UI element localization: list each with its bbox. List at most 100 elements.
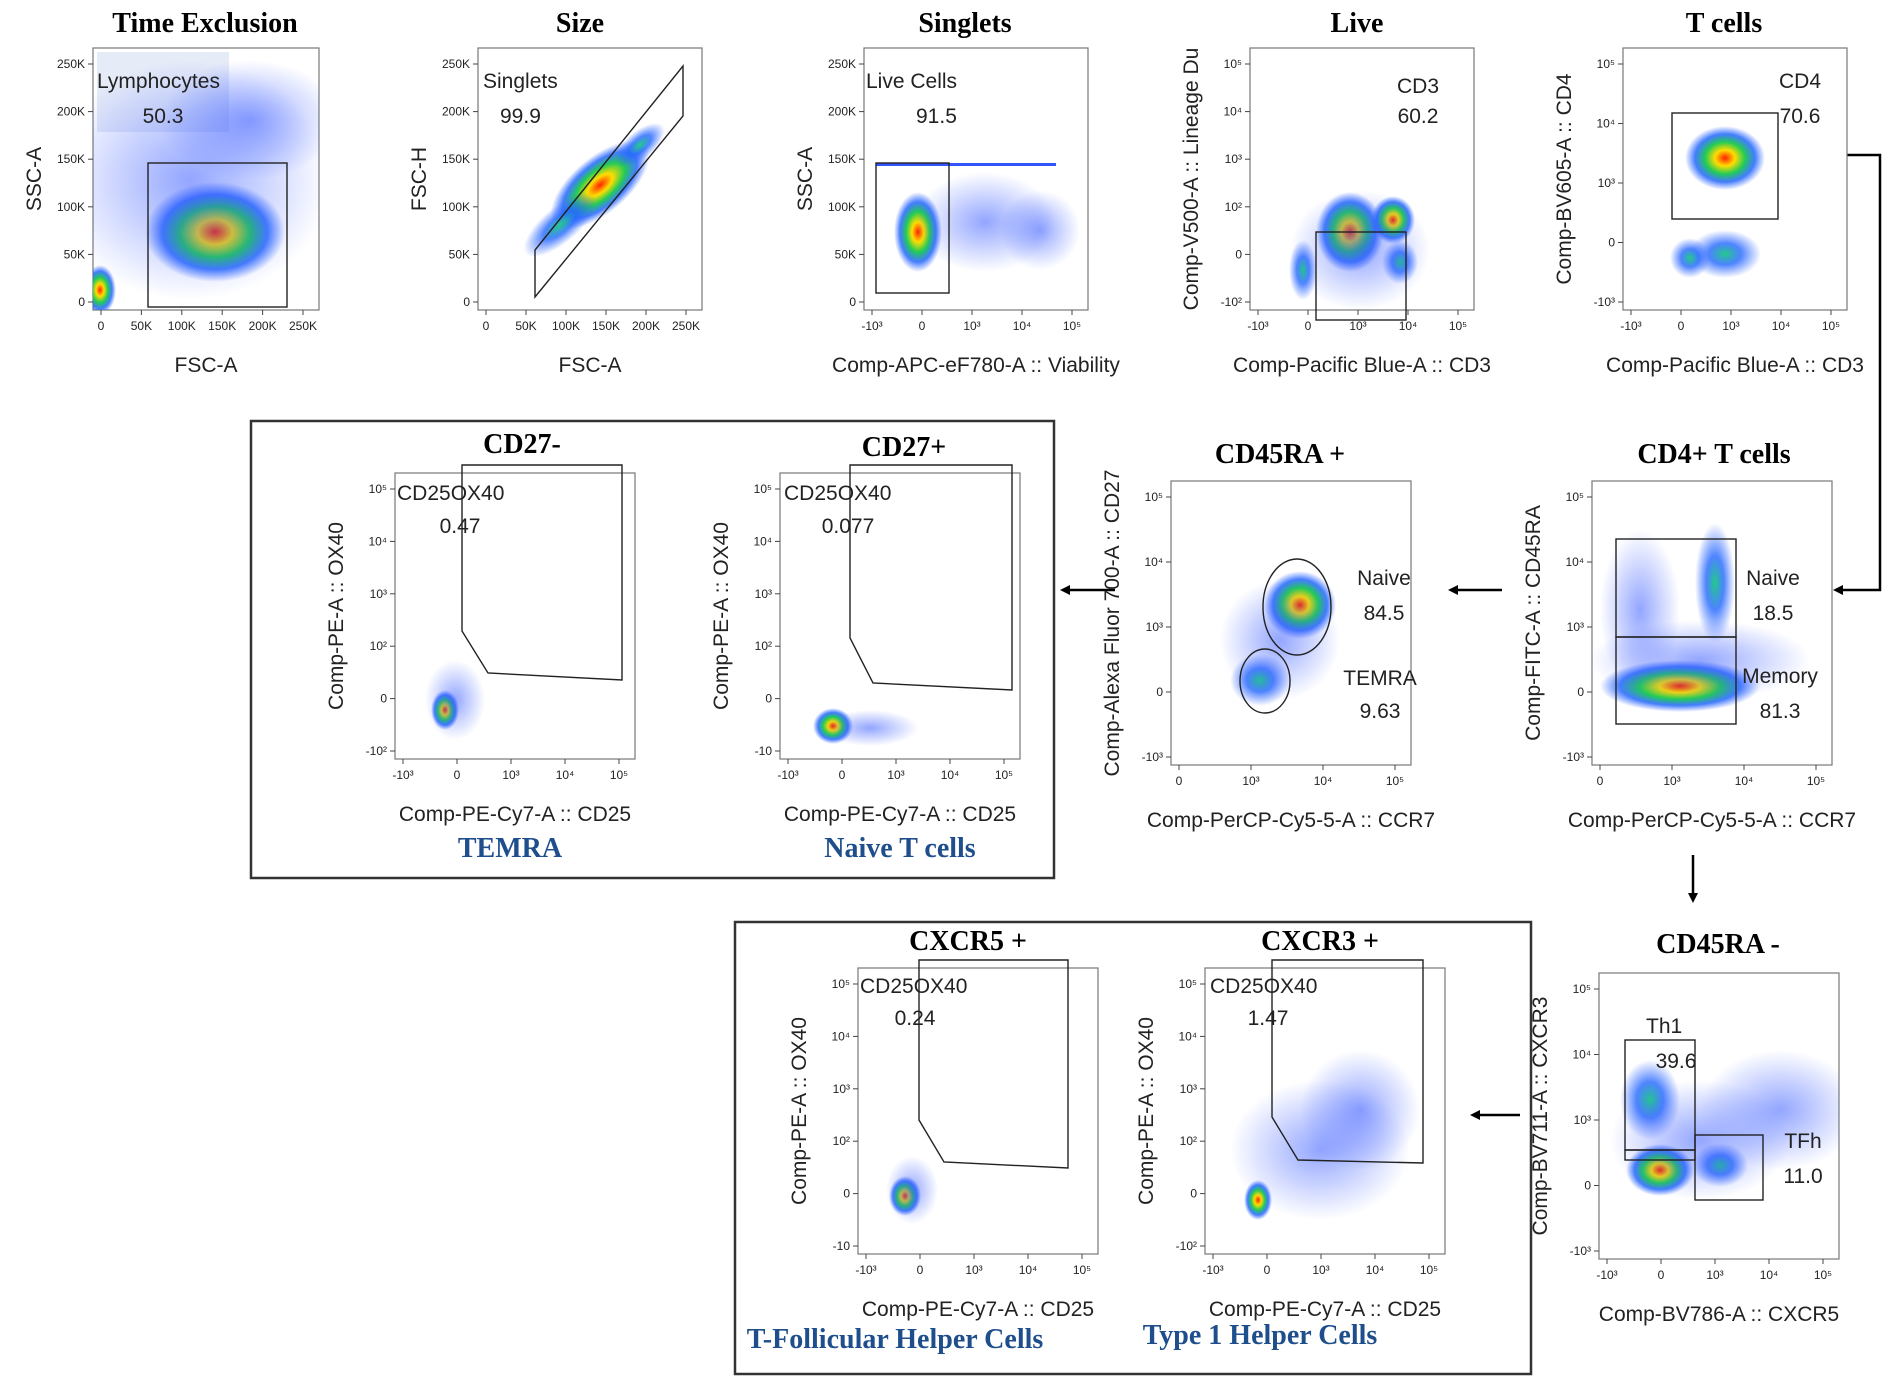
y-tick: 10⁴ [1178, 1029, 1197, 1043]
y-tick: 50K [835, 247, 856, 261]
x-tick: 10⁵ [1814, 1268, 1832, 1282]
gate-label: TFh [1784, 1130, 1821, 1153]
y-tick: 150K [828, 152, 856, 166]
x-tick: 10⁵ [1386, 774, 1404, 788]
panel-cd4-t-cells: CD4+ T cells Naive 18.5 Memory 81.3 0 10³ 10⁴ 10… [1522, 439, 1856, 832]
x-axis-label: Comp-PerCP-Cy5-5-A :: CCR7 [1147, 809, 1435, 832]
gate [461, 464, 623, 681]
x-axis-label: Comp-PE-Cy7-A :: CD25 [399, 803, 631, 826]
panel-title: Time Exclusion [112, 8, 298, 39]
x-axis-label: FSC-A [559, 354, 622, 377]
density-cloud [1230, 1050, 1420, 1220]
x-axis-label: Comp-PE-Cy7-A :: CD25 [1209, 1298, 1441, 1321]
x-tick: 10⁵ [1807, 774, 1825, 788]
y-tick: 10³ [370, 587, 387, 601]
y-axis-label: Comp-V500-A :: Lineage Du [1180, 48, 1203, 311]
x-tick: 10⁵ [1063, 319, 1081, 333]
y-tick: 50K [449, 247, 470, 261]
x-tick: -10³ [1620, 319, 1641, 333]
y-tick: -10³ [1570, 1244, 1591, 1258]
y-axis-label: Comp-BV605-A :: CD4 [1553, 73, 1576, 285]
panel-cd27-neg: CD27- CD25OX40 0.47 -10³ 0 10³ 10⁴ 10⁵ -10² 0 10² 1… [325, 429, 636, 826]
x-tick: 10³ [1706, 1268, 1723, 1282]
y-tick: 0 [1235, 247, 1242, 261]
gate-label: 39.6 [1656, 1050, 1697, 1073]
x-tick: 10³ [887, 768, 904, 782]
x-tick: 0 [919, 319, 926, 333]
gate-label: TEMRA [1343, 667, 1417, 690]
y-tick: 10³ [833, 1082, 850, 1096]
x-tick: -10³ [1202, 1263, 1223, 1277]
x-tick: 50K [131, 319, 152, 333]
density-cloud [813, 708, 918, 746]
y-tick: 50K [64, 247, 85, 261]
gate-label: Lymphocytes [97, 70, 220, 93]
y-tick: 10³ [1225, 152, 1242, 166]
gate-label: Th1 [1646, 1015, 1682, 1038]
y-tick: -10² [1221, 295, 1242, 309]
panel-size: Size Singlets 99.9 0 50K 100K 150K 200K 250K 0 50K… [408, 8, 703, 377]
x-tick: 10⁵ [610, 768, 628, 782]
x-tick: 0 [454, 768, 461, 782]
y-tick: 0 [1156, 685, 1163, 699]
gate [849, 464, 1013, 691]
y-tick: 100K [57, 200, 85, 214]
gate-label: 0.077 [822, 515, 875, 538]
y-tick: 0 [843, 1187, 850, 1201]
gate [918, 959, 1069, 1169]
gate-label: CD25OX40 [860, 975, 967, 998]
gate [534, 64, 684, 299]
panel-cd45ra-neg: CD45RA - Th1 39.6 TFh 11.0 -10³ 0 10³ 10⁴ 10⁵ -10³… [1529, 929, 1840, 1326]
cxcr-group-box [733, 920, 1533, 1376]
x-tick: 0 [1264, 1263, 1271, 1277]
y-tick: 0 [849, 295, 856, 309]
gate-label: 70.6 [1780, 105, 1821, 128]
x-tick: 10⁴ [556, 768, 575, 782]
y-tick: 10² [755, 639, 772, 653]
y-tick: 10⁴ [1144, 555, 1163, 569]
y-tick: 10⁴ [368, 534, 387, 548]
gate [1671, 112, 1779, 220]
gate-label: 11.0 [1783, 1165, 1822, 1188]
gate-label: 0.24 [895, 1007, 936, 1030]
x-tick: 10³ [502, 768, 519, 782]
panel-singlets: Singlets Live Cells 91.5 -10³ 0 10³ 10⁴ 10⁵ 0 50K… [794, 8, 1120, 377]
gate-label: CD25OX40 [1210, 975, 1317, 998]
x-tick: 10⁴ [1366, 1263, 1385, 1277]
caption-temra: TEMRA [458, 833, 563, 864]
x-tick: -10³ [777, 768, 798, 782]
panel-cxcr5-pos: CXCR5 + CD25OX40 0.24 -10³ 0 10³ 10⁴ 10⁵ -10 0 10²… [788, 926, 1099, 1321]
x-tick: 10³ [1349, 319, 1366, 333]
x-tick: 0 [839, 768, 846, 782]
gate-label: 91.5 [916, 105, 957, 128]
y-tick: 10⁴ [1596, 117, 1615, 131]
x-tick: 10³ [1663, 774, 1680, 788]
panel-time-exclusion: Time Exclusion Lymphocytes 50.3 0 50K 100K 150… [23, 8, 320, 377]
y-tick: 10² [1225, 200, 1242, 214]
density-cloud [1289, 190, 1430, 310]
y-axis-label: Comp-PE-A :: OX40 [1135, 1017, 1158, 1205]
x-tick: 200K [249, 319, 277, 333]
x-tick: -10³ [1596, 1268, 1617, 1282]
gate-label: Live Cells [866, 70, 957, 93]
gate-label: CD4 [1779, 70, 1821, 93]
y-tick: 10³ [1598, 176, 1615, 190]
gate-label: CD3 [1397, 75, 1439, 98]
y-tick: 10⁵ [832, 977, 850, 991]
caption-tfh-cells: T-Follicular Helper Cells [747, 1324, 1044, 1355]
y-tick: 0 [765, 692, 772, 706]
gate-label: CD25OX40 [784, 482, 891, 505]
y-tick: 0 [1608, 236, 1615, 250]
x-tick: 10³ [963, 319, 980, 333]
y-tick: 10⁵ [1597, 57, 1615, 71]
density-cloud [425, 660, 485, 740]
x-tick: 150K [208, 319, 236, 333]
x-tick: 10⁴ [1314, 774, 1333, 788]
x-tick: 10³ [1242, 774, 1259, 788]
y-tick: 10⁴ [1565, 555, 1584, 569]
x-tick: 100K [168, 319, 196, 333]
gate-label: 50.3 [143, 105, 184, 128]
y-tick: 10⁴ [1223, 105, 1242, 119]
y-tick: 100K [442, 200, 470, 214]
y-tick: 10³ [1574, 1113, 1591, 1127]
